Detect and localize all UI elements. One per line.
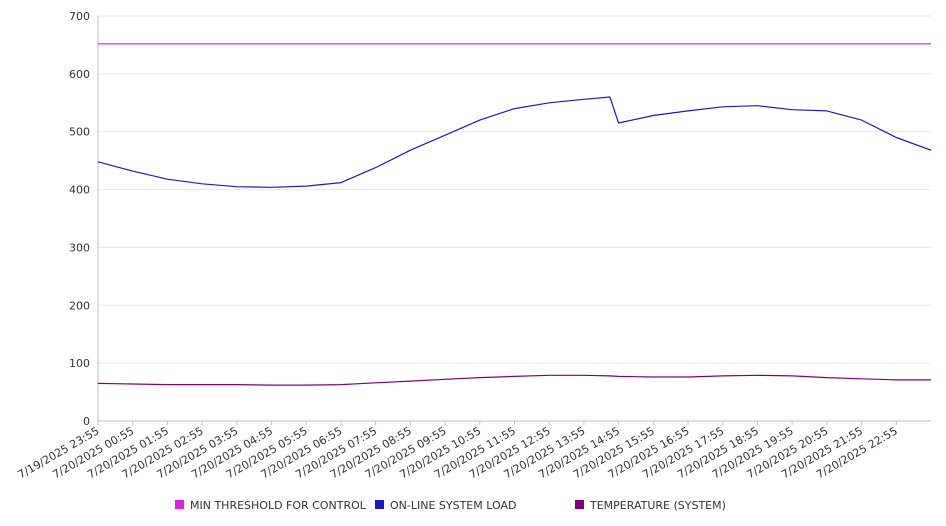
y-tick-label: 700 [69, 10, 90, 23]
series-lines [97, 43, 932, 386]
axes [97, 16, 931, 425]
legend-swatch [375, 500, 384, 509]
legend-label: MIN THRESHOLD FOR CONTROL [190, 499, 367, 512]
legend: MIN THRESHOLD FOR CONTROL ON-LINE SYSTEM … [175, 499, 726, 512]
y-tick-labels: 0 100 200 300 400 500 600 700 [69, 10, 90, 428]
series-line-3 [97, 374, 931, 386]
x-tick-labels: 7/19/2025 23:557/20/2025 00:557/20/2025 … [16, 424, 900, 481]
y-tick-label: 500 [69, 126, 90, 139]
legend-label: ON-LINE SYSTEM LOAD [390, 499, 516, 512]
y-tick-label: 0 [83, 415, 90, 428]
series-line-2 [97, 96, 932, 188]
y-tick-label: 300 [69, 241, 90, 254]
y-tick-label: 600 [69, 68, 90, 81]
y-tick-label: 200 [69, 299, 90, 312]
y-tick-label: 100 [69, 357, 90, 370]
legend-swatch [175, 500, 184, 509]
legend-swatch [575, 500, 584, 509]
y-tick-label: 400 [69, 184, 90, 197]
gridlines [98, 15, 931, 422]
legend-label: TEMPERATURE (SYSTEM) [589, 499, 726, 512]
